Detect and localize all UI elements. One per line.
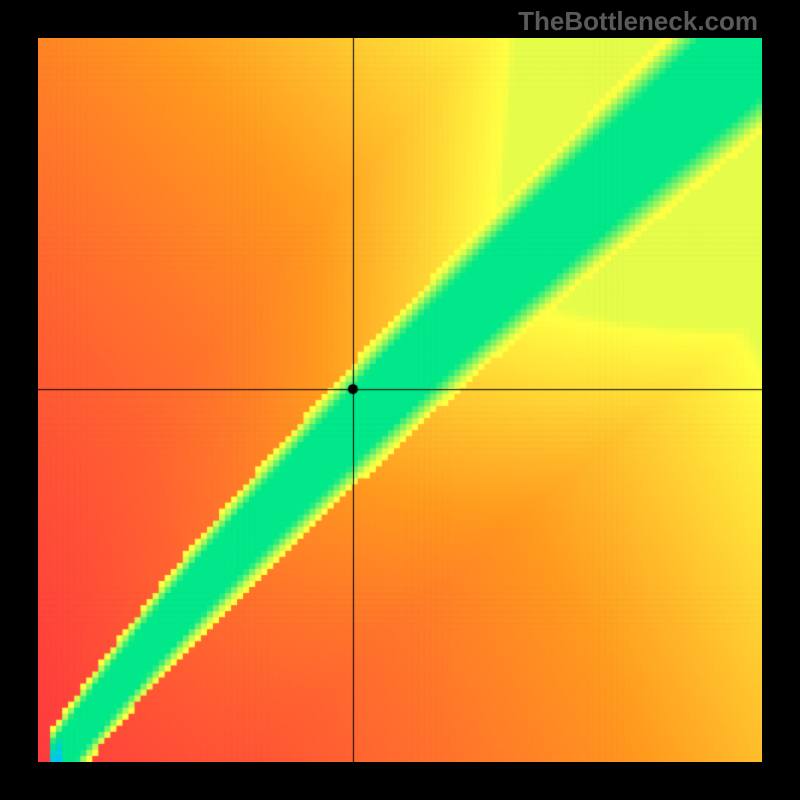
- bottleneck-heatmap: [38, 38, 762, 762]
- watermark-text: TheBottleneck.com: [518, 6, 758, 37]
